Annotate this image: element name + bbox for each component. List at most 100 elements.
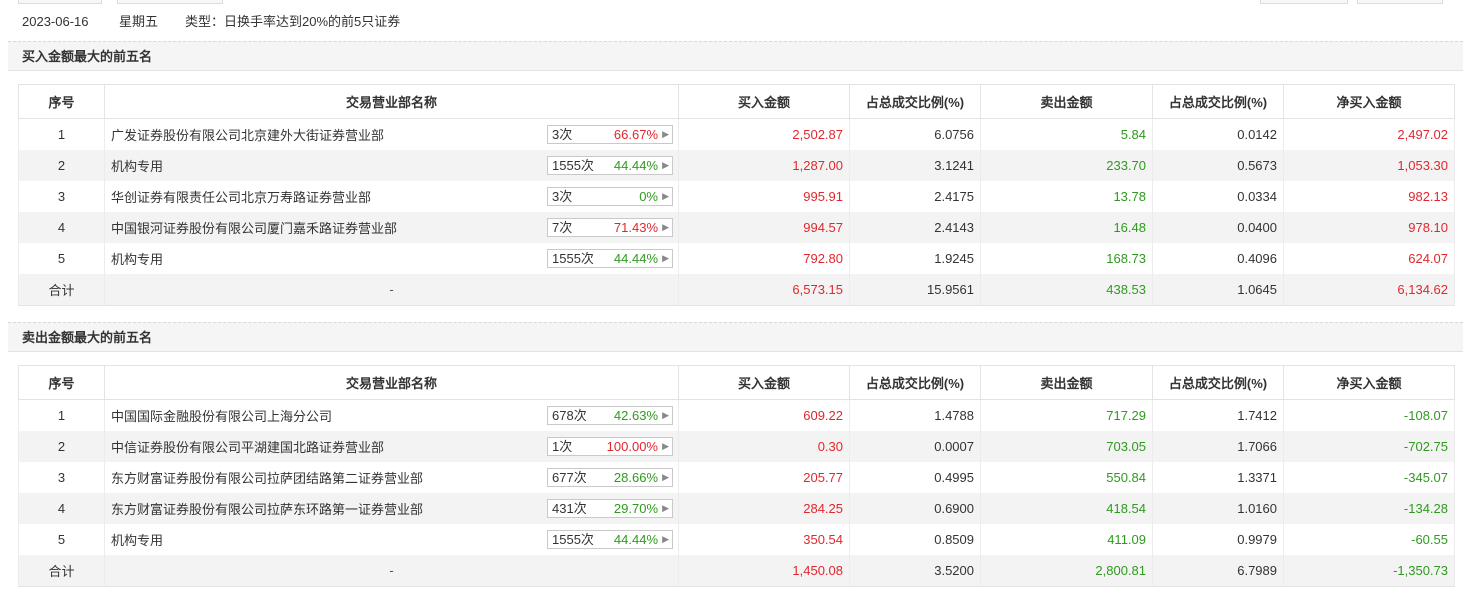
branch-name-link[interactable]: 东方财富证券股份有限公司拉萨团结路第二证券营业部 [111, 471, 424, 486]
buy-amount: 2,502.87 [678, 118, 850, 150]
total-net-buy-amount: -1,350.73 [1283, 555, 1455, 587]
top-tab-1[interactable] [18, 0, 102, 4]
branch-name-link[interactable]: 东方财富证券股份有限公司拉萨东环路第一证券营业部 [111, 502, 424, 517]
branch-name-link[interactable]: 广发证券股份有限公司北京建外大街证券营业部 [111, 128, 385, 143]
sell-top5-table: 序号 交易营业部名称 买入金额 占总成交比例(%) 卖出金额 占总成交比例(%)… [18, 365, 1455, 587]
triangle-right-icon: ▶ [662, 534, 669, 544]
branch-history-dropdown[interactable]: 678次 42.63% ▶ [547, 406, 673, 425]
net-buy-amount: -345.07 [1283, 462, 1455, 493]
buy-amount: 994.57 [678, 212, 850, 243]
top-tab-4[interactable] [1357, 0, 1443, 4]
sell-ratio: 1.7412 [1152, 399, 1284, 431]
sell-section-title: 卖出金额最大的前五名 [8, 322, 1463, 352]
table-header-row: 序号 交易营业部名称 买入金额 占总成交比例(%) 卖出金额 占总成交比例(%)… [18, 365, 1455, 400]
table-row: 2 机构专用 1555次 44.44% ▶ 1,287.00 3.1241 233.70 0.5… [18, 150, 1455, 181]
net-buy-amount: 982.13 [1283, 181, 1455, 212]
net-buy-amount: -108.07 [1283, 399, 1455, 431]
row-index: 3 [18, 181, 105, 212]
col-header-sell: 卖出金额 [980, 365, 1153, 400]
branch-history-dropdown[interactable]: 677次 28.66% ▶ [547, 468, 673, 487]
branch-history-dropdown[interactable]: 7次 71.43% ▶ [547, 218, 673, 237]
table-row: 1 中国国际金融股份有限公司上海分公司 678次 42.63% ▶ 609.22 1.478… [18, 399, 1455, 431]
table-row: 2 中信证券股份有限公司平湖建国北路证券营业部 1次 100.00% ▶ 0.30 0.00… [18, 431, 1455, 462]
triangle-right-icon: ▶ [662, 503, 669, 513]
branch-cell: 机构专用 1555次 44.44% ▶ [104, 524, 679, 555]
buy-ratio: 1.9245 [849, 243, 981, 274]
total-branch-placeholder: - [104, 274, 679, 306]
branch-win-rate: 28.66% [613, 470, 658, 485]
top-tab-2[interactable] [117, 0, 223, 4]
row-index: 4 [18, 493, 105, 524]
buy-amount: 792.80 [678, 243, 850, 274]
sell-amount: 550.84 [980, 462, 1153, 493]
total-branch-placeholder: - [104, 555, 679, 587]
triangle-right-icon: ▶ [662, 253, 669, 263]
branch-win-rate: 29.70% [613, 501, 658, 516]
branch-trade-count: 678次 [552, 408, 587, 423]
sell-ratio: 0.0334 [1152, 181, 1284, 212]
buy-amount: 284.25 [678, 493, 850, 524]
sell-amount: 168.73 [980, 243, 1153, 274]
branch-name-link[interactable]: 华创证券有限责任公司北京万寿路证券营业部 [111, 190, 372, 205]
net-buy-amount: 978.10 [1283, 212, 1455, 243]
col-header-sell-pct: 占总成交比例(%) [1152, 365, 1284, 400]
branch-history-dropdown[interactable]: 1次 100.00% ▶ [547, 437, 673, 456]
total-buy-ratio: 3.5200 [849, 555, 981, 587]
branch-cell: 中国银河证券股份有限公司厦门嘉禾路证券营业部 7次 71.43% ▶ [104, 212, 679, 243]
buy-top5-table: 序号 交易营业部名称 买入金额 占总成交比例(%) 卖出金额 占总成交比例(%)… [18, 84, 1455, 306]
total-buy-ratio: 15.9561 [849, 274, 981, 306]
branch-name-link[interactable]: 中国国际金融股份有限公司上海分公司 [111, 409, 333, 424]
row-index: 4 [18, 212, 105, 243]
total-net-buy-amount: 6,134.62 [1283, 274, 1455, 306]
net-buy-amount: -60.55 [1283, 524, 1455, 555]
branch-win-rate: 44.44% [613, 158, 658, 173]
branch-name-link[interactable]: 机构专用 [111, 533, 164, 548]
buy-ratio: 6.0756 [849, 118, 981, 150]
sell-amount: 717.29 [980, 399, 1153, 431]
sell-amount: 411.09 [980, 524, 1153, 555]
branch-history-dropdown[interactable]: 1555次 44.44% ▶ [547, 530, 673, 549]
triangle-right-icon: ▶ [662, 472, 669, 482]
table-row: 1 广发证券股份有限公司北京建外大街证券营业部 3次 66.67% ▶ 2,502.87 6… [18, 118, 1455, 150]
col-header-net: 净买入金额 [1283, 365, 1455, 400]
branch-trade-count: 431次 [552, 501, 587, 516]
row-index: 2 [18, 150, 105, 181]
col-header-sell: 卖出金额 [980, 84, 1153, 119]
total-buy-amount: 6,573.15 [678, 274, 850, 306]
branch-cell: 广发证券股份有限公司北京建外大街证券营业部 3次 66.67% ▶ [104, 118, 679, 150]
triangle-right-icon: ▶ [662, 129, 669, 139]
branch-history-dropdown[interactable]: 3次 66.67% ▶ [547, 125, 673, 144]
branch-trade-count: 1555次 [552, 532, 594, 547]
sell-amount: 418.54 [980, 493, 1153, 524]
branch-history-dropdown[interactable]: 431次 29.70% ▶ [547, 499, 673, 518]
buy-ratio: 2.4143 [849, 212, 981, 243]
buy-section-title: 买入金额最大的前五名 [8, 41, 1463, 71]
branch-trade-count: 1次 [552, 439, 573, 454]
branch-history-dropdown[interactable]: 3次 0% ▶ [547, 187, 673, 206]
col-header-branch: 交易营业部名称 [104, 365, 679, 400]
top-tab-strip [0, 0, 1463, 4]
branch-name-link[interactable]: 机构专用 [111, 252, 164, 267]
total-sell-amount: 438.53 [980, 274, 1153, 306]
buy-amount: 609.22 [678, 399, 850, 431]
branch-name-link[interactable]: 中信证券股份有限公司平湖建国北路证券营业部 [111, 440, 385, 455]
top-tab-3[interactable] [1260, 0, 1348, 4]
buy-amount: 205.77 [678, 462, 850, 493]
branch-name-link[interactable]: 机构专用 [111, 159, 164, 174]
branch-name-link[interactable]: 中国银河证券股份有限公司厦门嘉禾路证券营业部 [111, 221, 398, 236]
table-header-row: 序号 交易营业部名称 买入金额 占总成交比例(%) 卖出金额 占总成交比例(%)… [18, 84, 1455, 119]
sell-ratio: 0.4096 [1152, 243, 1284, 274]
buy-amount: 0.30 [678, 431, 850, 462]
branch-cell: 东方财富证券股份有限公司拉萨东环路第一证券营业部 431次 29.70% ▶ [104, 493, 679, 524]
branch-history-dropdown[interactable]: 1555次 44.44% ▶ [547, 156, 673, 175]
table-row: 3 东方财富证券股份有限公司拉萨团结路第二证券营业部 677次 28.66% ▶ 205.… [18, 462, 1455, 493]
buy-amount: 995.91 [678, 181, 850, 212]
branch-trade-count: 3次 [552, 189, 573, 204]
col-header-index: 序号 [18, 365, 105, 400]
sell-ratio: 1.0160 [1152, 493, 1284, 524]
row-index: 5 [18, 243, 105, 274]
sell-amount: 13.78 [980, 181, 1153, 212]
sell-amount: 16.48 [980, 212, 1153, 243]
branch-history-dropdown[interactable]: 1555次 44.44% ▶ [547, 249, 673, 268]
buy-ratio: 2.4175 [849, 181, 981, 212]
